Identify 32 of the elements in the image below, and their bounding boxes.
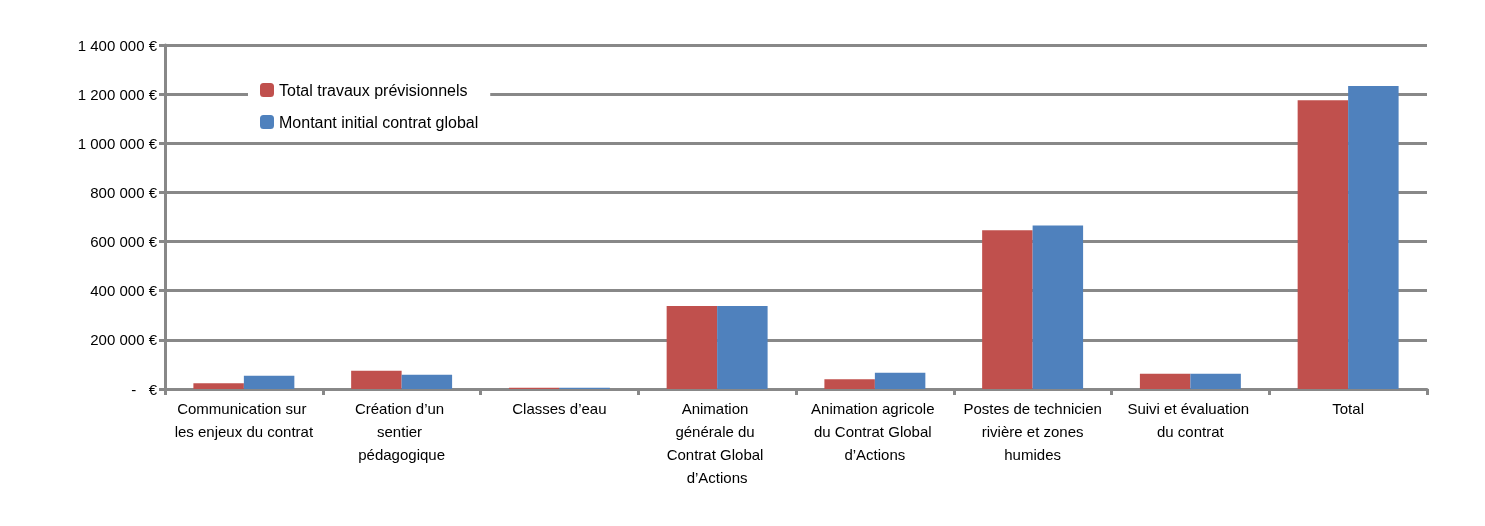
bar: [824, 379, 875, 389]
y-tick-label: 200 000 €: [90, 331, 158, 349]
y-tick-label: 600 000 €: [90, 233, 158, 251]
bar: [717, 305, 768, 389]
bar: [874, 372, 926, 389]
bar: [1348, 86, 1399, 389]
bar: [243, 375, 295, 389]
bar: [193, 383, 244, 389]
y-tick-label: 400 000 €: [90, 282, 158, 300]
x-tick-label: Suivi et évaluation du contrat: [1127, 400, 1254, 440]
y-tick-label: 1 400 000 €: [77, 36, 158, 54]
y-tick-label: 1 000 000 €: [77, 134, 158, 152]
x-tick-label: Total: [1332, 400, 1364, 417]
bar: [666, 305, 718, 389]
bar: [982, 230, 1033, 389]
bar: [401, 374, 453, 389]
legend-label: Total travaux prévisionnels: [279, 81, 468, 99]
bar: [1190, 373, 1241, 389]
bar: [1297, 100, 1349, 389]
y-tick-label: 800 000 €: [90, 183, 158, 201]
bar: [351, 370, 402, 389]
x-tick-label: Animation agricole du Contrat Global d’Actions: [811, 400, 939, 463]
x-tick-label: Communication sur les enjeux du contrat: [174, 400, 314, 440]
legend-label: Montant initial contrat global: [279, 113, 479, 131]
x-tick-label: Postes de technicien rivière et zones humides: [963, 400, 1102, 463]
y-tick-label: - €: [131, 380, 158, 398]
y-tick-label: 1 200 000 €: [77, 85, 158, 103]
x-tick-label: Création d’un sentier pédagogique: [354, 400, 449, 463]
bar: [1139, 373, 1191, 389]
bar: [1032, 225, 1084, 389]
x-tick-label: Animation générale du Contrat Global d’Actions: [666, 400, 768, 486]
x-tick-label: Classes d’eau: [512, 400, 607, 417]
